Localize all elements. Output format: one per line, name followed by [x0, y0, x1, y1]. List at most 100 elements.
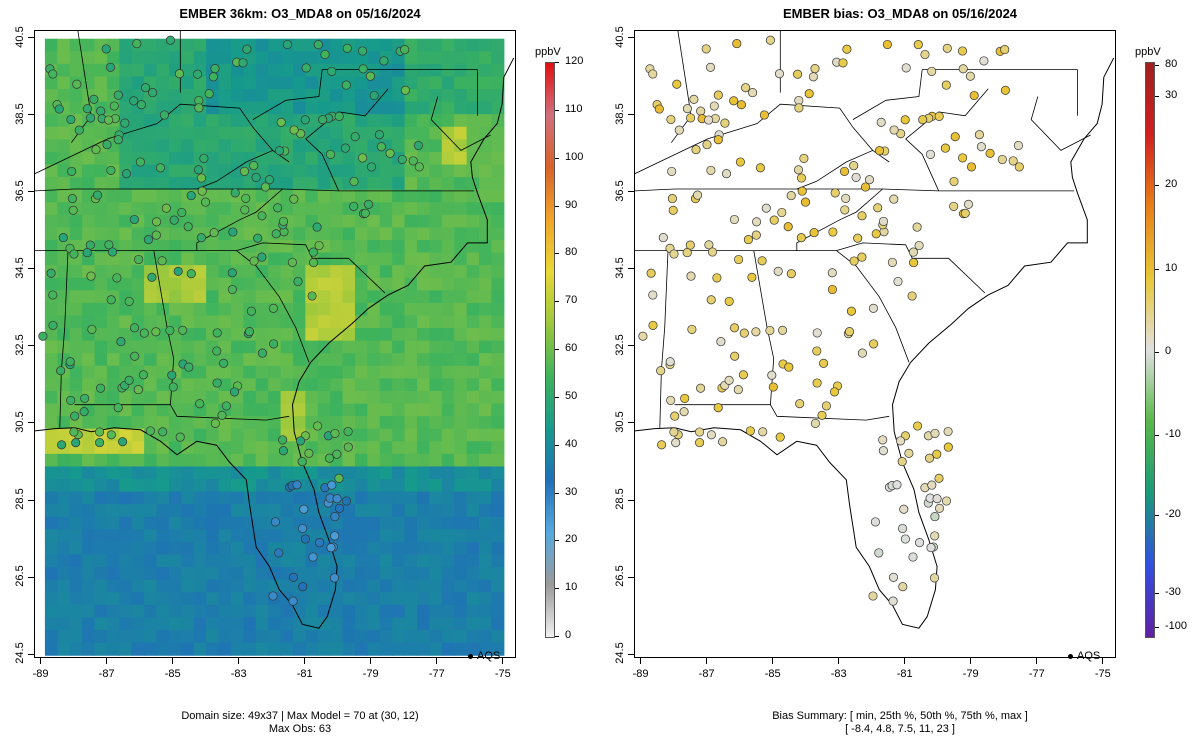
- model-map-canvas: [35, 31, 515, 656]
- bias-colorbar-unit: ppbV: [1135, 46, 1161, 58]
- colorbar-label: 110: [565, 102, 583, 115]
- colorbar-tick: [1155, 185, 1159, 187]
- model-panel-title: EMBER 36km: O3_MDA8 on 05/16/2024: [179, 6, 421, 21]
- colorbar-tick: [555, 540, 559, 542]
- colorbar-label: 60: [565, 342, 578, 354]
- y-axis-tick: [628, 37, 634, 39]
- colorbar-label: 10: [565, 581, 578, 594]
- x-axis-tick: [502, 658, 504, 664]
- y-axis-tick: [28, 499, 34, 501]
- colorbar-label: 0: [1165, 344, 1172, 357]
- y-axis-tick: [628, 422, 634, 424]
- bias-panel: EMBER bias: O3_MDA8 on 05/16/2024 -89 -87…: [600, 0, 1200, 750]
- x-axis-label: -79: [962, 668, 979, 680]
- y-axis-tick: [28, 37, 34, 39]
- colorbar-label: 120: [565, 55, 584, 67]
- aqs-marker-icon: [468, 653, 473, 659]
- x-axis-label: -87: [698, 668, 715, 680]
- colorbar-tick: [555, 62, 559, 63]
- colorbar-label: 50: [565, 389, 578, 402]
- y-axis-label: 30.5: [14, 411, 26, 433]
- x-axis-label: -83: [830, 668, 847, 680]
- x-axis-tick: [970, 658, 972, 664]
- x-axis-tick: [904, 658, 906, 664]
- y-axis-tick: [28, 345, 34, 347]
- y-axis-label: 36.5: [14, 180, 26, 202]
- x-axis-tick: [838, 658, 840, 664]
- y-axis-label: 26.5: [14, 565, 26, 587]
- y-axis-label: 24.5: [614, 642, 626, 664]
- model-max-obs: Max Obs: 63: [268, 723, 332, 735]
- x-axis-tick: [706, 658, 708, 664]
- x-axis-label: -85: [164, 668, 181, 680]
- y-axis-tick: [28, 653, 34, 655]
- colorbar-tick: [555, 636, 559, 637]
- colorbar-tick: [555, 588, 559, 590]
- colorbar-label: 10: [1165, 261, 1178, 274]
- x-axis-label: -89: [32, 668, 49, 680]
- x-axis-label: -79: [362, 668, 379, 680]
- y-axis-label: 26.5: [614, 565, 626, 587]
- y-axis-tick: [628, 114, 634, 116]
- model-domain-summary: Domain size: 49x37 | Max Model = 70 at (…: [181, 710, 419, 722]
- bias-summary-header: Bias Summary: [ min, 25th %, 50th %, 75t…: [772, 710, 1028, 722]
- y-axis-label: 34.5: [614, 257, 626, 279]
- x-axis-tick: [772, 658, 774, 664]
- colorbar-label: 80: [565, 246, 578, 259]
- colorbar-tick: [1155, 627, 1159, 629]
- colorbar-label: 30: [565, 485, 578, 498]
- aqs-marker-icon: [1068, 653, 1073, 659]
- colorbar-tick: [555, 157, 559, 159]
- y-axis-label: 32.5: [614, 334, 626, 356]
- x-axis-label: -77: [428, 668, 445, 680]
- y-axis-label: 36.5: [614, 180, 626, 202]
- y-axis-label: 40.5: [614, 26, 626, 48]
- colorbar-tick: [1155, 268, 1159, 270]
- x-axis-label: -85: [764, 668, 781, 680]
- x-axis-tick: [40, 658, 42, 664]
- y-axis-tick: [28, 191, 34, 193]
- y-axis-tick: [628, 268, 634, 270]
- x-axis-label: -87: [98, 668, 115, 680]
- colorbar-label: 0: [565, 629, 572, 641]
- x-axis-tick: [106, 658, 108, 664]
- colorbar-tick: [555, 109, 559, 111]
- x-axis-tick: [640, 658, 642, 664]
- colorbar-label: 70: [565, 294, 578, 307]
- colorbar-label: -20: [1165, 508, 1181, 521]
- x-axis-label: -75: [494, 668, 511, 680]
- colorbar-label: 20: [1165, 178, 1178, 191]
- colorbar-label: 20: [565, 533, 578, 546]
- colorbar-tick: [555, 492, 559, 494]
- y-axis-tick: [28, 114, 34, 116]
- y-axis-tick: [628, 499, 634, 501]
- colorbar-tick: [1155, 515, 1159, 517]
- colorbar-label: 100: [565, 150, 584, 163]
- y-axis-tick: [628, 345, 634, 347]
- bias-legend: AQS: [1068, 650, 1100, 662]
- x-axis-label: -89: [632, 668, 649, 680]
- x-axis-tick: [304, 658, 306, 664]
- colorbar-label: -100: [1165, 620, 1188, 633]
- y-axis-tick: [628, 653, 634, 655]
- bias-legend-label: AQS: [1077, 650, 1101, 662]
- colorbar-tick: [555, 396, 559, 398]
- model-colorbar-unit: ppbV: [535, 46, 561, 58]
- model-map: [34, 30, 516, 658]
- colorbar-label: 90: [565, 198, 578, 211]
- colorbar-tick: [1155, 592, 1159, 594]
- bias-panel-title: EMBER bias: O3_MDA8 on 05/16/2024: [782, 6, 1018, 21]
- y-axis-tick: [28, 576, 34, 578]
- y-axis-label: 32.5: [14, 334, 26, 356]
- colorbar-tick: [555, 253, 559, 255]
- bias-summary-values: [ -8.4, 4.8, 7.5, 11, 23 ]: [845, 723, 955, 735]
- y-axis-label: 34.5: [14, 257, 26, 279]
- colorbar-tick: [555, 205, 559, 207]
- model-colorbar: [545, 62, 555, 638]
- x-axis-tick: [370, 658, 372, 664]
- colorbar-label: -30: [1165, 585, 1181, 598]
- colorbar-tick: [1155, 64, 1159, 66]
- x-axis-tick: [172, 658, 174, 664]
- bias-colorbar: [1145, 62, 1155, 638]
- x-axis-tick: [1036, 658, 1038, 664]
